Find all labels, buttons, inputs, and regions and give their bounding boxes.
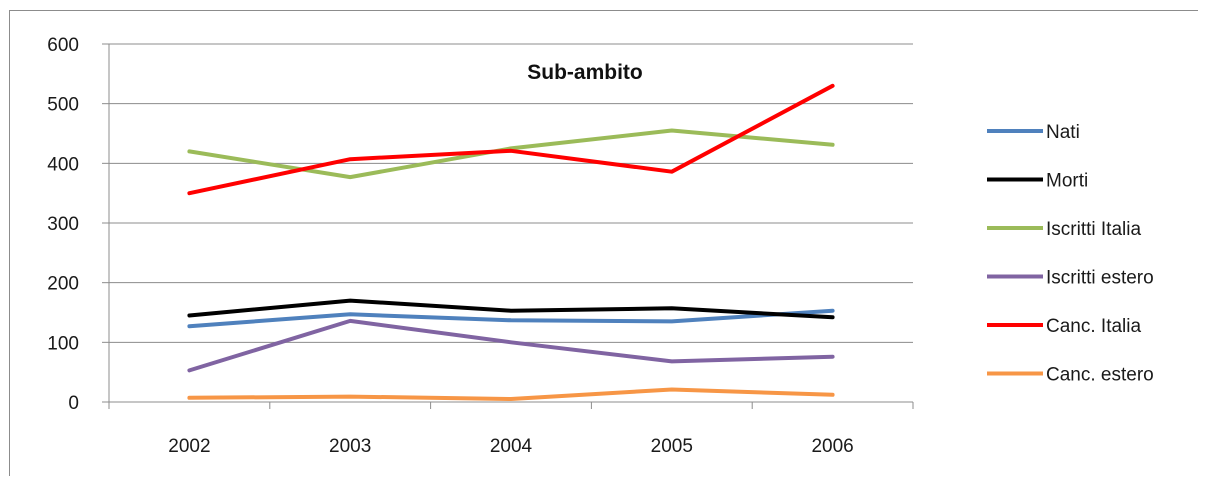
- legend-label-iscritti-estero: Iscritti estero: [1046, 268, 1154, 289]
- y-tick-label: 500: [47, 95, 79, 116]
- legend-label-canc-italia: Canc. Italia: [1046, 316, 1141, 337]
- chart-title: Sub-ambito: [527, 61, 643, 84]
- series-line-canc-estero: [187, 387, 835, 401]
- y-tick-label: 400: [47, 154, 79, 175]
- y-tick-label: 100: [47, 333, 79, 354]
- axes: 0 100 200 300 400 500 600 2002 2003 2004 2005 2006: [47, 35, 914, 457]
- series-line-iscritti-estero: [187, 318, 835, 373]
- y-tick-label: 600: [47, 35, 79, 56]
- legend-label-morti: Morti: [1046, 171, 1088, 192]
- x-tick-label: 2006: [811, 436, 853, 457]
- y-tick-label: 200: [47, 274, 79, 295]
- grid-lines: [109, 43, 913, 343]
- series-line-nati: [187, 308, 835, 329]
- legend-label-nati: Nati: [1046, 122, 1080, 143]
- x-tick-label: 2004: [490, 436, 533, 457]
- series-line-morti: [187, 298, 835, 320]
- series-lines: [187, 83, 835, 401]
- y-tick-label: 300: [47, 214, 79, 235]
- legend: Nati Morti Iscritti Italia Iscritti estero C…: [987, 122, 1154, 386]
- x-tick-label: 2002: [168, 436, 210, 457]
- series-line-canc-italia: [187, 83, 835, 196]
- x-tick-label: 2005: [651, 436, 693, 457]
- x-tick-label: 2003: [329, 436, 371, 457]
- chart-frame: [9, 10, 1198, 476]
- y-tick-label: 0: [68, 393, 79, 414]
- legend-label-canc-estero: Canc. estero: [1046, 365, 1154, 386]
- legend-label-iscritti-italia: Iscritti Italia: [1046, 219, 1141, 240]
